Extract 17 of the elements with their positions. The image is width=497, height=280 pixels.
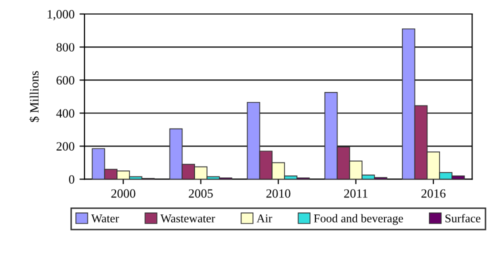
y-axis-title: $ Millions xyxy=(29,71,40,122)
legend-label: Wastewater xyxy=(160,214,216,222)
x-tick-label: 2011 xyxy=(344,189,368,198)
y-tick-label: 200 xyxy=(56,142,74,151)
y-tick-label: 800 xyxy=(56,43,74,52)
y-tick-label: 0 xyxy=(68,175,74,184)
y-tick-label: 1,000 xyxy=(48,10,74,20)
legend-label: Surface xyxy=(446,214,480,222)
legend-label: Water xyxy=(91,214,120,222)
x-tick-label: 2005 xyxy=(188,189,213,198)
x-tick-label: 2016 xyxy=(421,189,446,198)
legend-label: Food and beverage xyxy=(314,214,403,225)
x-tick-label: 2010 xyxy=(266,189,290,198)
x-tick-label: 2000 xyxy=(111,189,136,198)
legend-label: Air xyxy=(256,214,272,222)
y-tick-label: 400 xyxy=(56,109,74,118)
y-tick-label: 600 xyxy=(56,76,74,85)
